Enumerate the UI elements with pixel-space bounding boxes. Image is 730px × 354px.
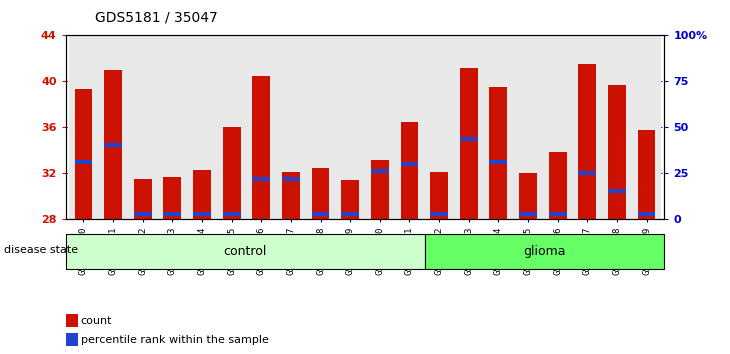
Bar: [99, 35, 128, 219]
Bar: [193, 170, 211, 219]
Text: disease state: disease state: [4, 245, 78, 255]
Bar: [306, 35, 335, 219]
Bar: [74, 90, 93, 219]
Bar: [253, 177, 270, 181]
Bar: [401, 122, 418, 219]
Bar: [602, 35, 631, 219]
Bar: [342, 181, 359, 219]
Bar: [371, 160, 388, 219]
Bar: [134, 212, 152, 216]
Bar: [543, 35, 572, 219]
Bar: [460, 137, 477, 141]
Bar: [608, 85, 626, 219]
Bar: [549, 212, 566, 216]
Text: GDS5181 / 35047: GDS5181 / 35047: [95, 11, 218, 25]
Bar: [187, 35, 217, 219]
Bar: [519, 212, 537, 216]
Bar: [158, 35, 187, 219]
Bar: [253, 76, 270, 219]
Bar: [104, 70, 122, 219]
Bar: [637, 212, 656, 216]
Bar: [631, 35, 661, 219]
Bar: [342, 212, 359, 216]
Bar: [395, 35, 424, 219]
Bar: [134, 179, 152, 219]
Bar: [483, 35, 513, 219]
Bar: [66, 333, 77, 346]
Bar: [460, 68, 477, 219]
FancyBboxPatch shape: [425, 234, 664, 269]
Text: percentile rank within the sample: percentile rank within the sample: [81, 335, 269, 345]
Bar: [401, 162, 418, 166]
Text: glioma: glioma: [523, 245, 566, 258]
Bar: [217, 35, 247, 219]
Bar: [282, 172, 300, 219]
Bar: [223, 127, 241, 219]
Bar: [128, 35, 158, 219]
Bar: [365, 35, 395, 219]
Bar: [335, 35, 365, 219]
Bar: [572, 35, 602, 219]
Bar: [608, 189, 626, 193]
Bar: [104, 143, 122, 147]
Bar: [66, 314, 77, 327]
FancyBboxPatch shape: [66, 234, 425, 269]
Bar: [164, 212, 181, 216]
Bar: [549, 152, 566, 219]
Bar: [424, 35, 454, 219]
Bar: [247, 35, 276, 219]
Bar: [430, 212, 448, 216]
Bar: [454, 35, 483, 219]
Bar: [578, 171, 596, 176]
Bar: [637, 130, 656, 219]
Bar: [513, 35, 543, 219]
Bar: [69, 35, 99, 219]
Bar: [312, 212, 329, 216]
Bar: [223, 212, 241, 216]
Bar: [312, 168, 329, 219]
Bar: [519, 173, 537, 219]
Bar: [578, 64, 596, 219]
Bar: [276, 35, 306, 219]
Bar: [489, 160, 507, 164]
Bar: [193, 212, 211, 216]
Text: control: control: [223, 245, 267, 258]
Bar: [371, 169, 388, 173]
Text: count: count: [81, 316, 112, 326]
Bar: [430, 172, 448, 219]
Bar: [489, 87, 507, 219]
Bar: [74, 160, 93, 164]
Bar: [282, 177, 300, 181]
Bar: [164, 177, 181, 219]
